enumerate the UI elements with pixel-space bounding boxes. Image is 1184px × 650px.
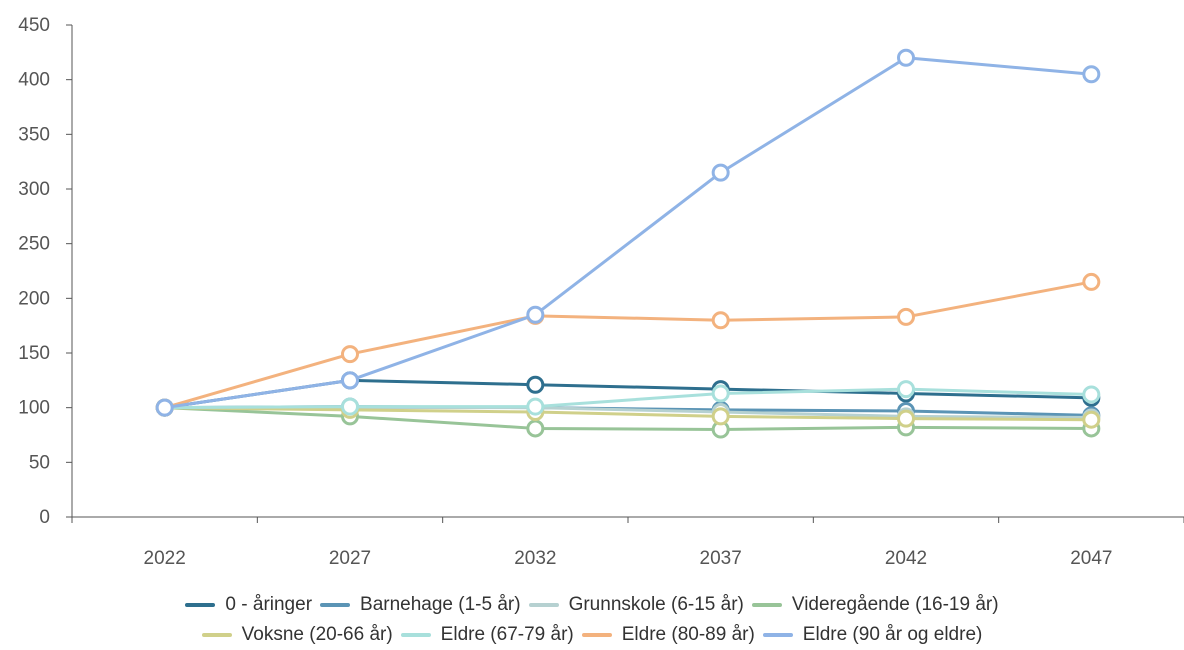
legend-label: Grunnskole (6-15 år): [568, 594, 744, 615]
legend-item[interactable]: Voksne (20-66 år): [201, 624, 393, 646]
data-point: [711, 311, 730, 330]
legend-label: Voksne (20-66 år): [241, 624, 393, 645]
x-tick-label: 2042: [885, 548, 927, 569]
x-tick-label: 2032: [514, 548, 556, 569]
series-line: [164, 280, 1092, 410]
legend-label: Videregående (16-19 år): [791, 594, 999, 615]
legend: 0 - åringer Barnehage (1-5 år) Grunnskol…: [0, 590, 1184, 650]
y-tick-label: 200: [18, 288, 50, 309]
legend-item[interactable]: Grunnskole (6-15 år): [528, 594, 744, 616]
x-tick-label: 2027: [329, 548, 371, 569]
data-point: [711, 384, 730, 403]
legend-swatch: [320, 603, 351, 607]
series-group: [155, 380, 1101, 417]
data-point: [1082, 65, 1101, 84]
y-tick-label: 0: [39, 507, 50, 528]
y-tick-label: 250: [18, 234, 50, 255]
legend-item[interactable]: Videregående (16-19 år): [751, 594, 999, 616]
data-point: [897, 48, 915, 67]
legend-swatch: [528, 603, 559, 607]
data-point: [897, 380, 915, 399]
legend-item[interactable]: Barnehage (1-5 år): [320, 594, 521, 616]
legend-item[interactable]: Eldre (67-79 år): [400, 624, 574, 646]
legend-row-1: 0 - åringer Barnehage (1-5 år) Grunnskol…: [0, 590, 1184, 620]
legend-swatch: [201, 633, 232, 637]
series-line: [164, 406, 1092, 422]
x-axis: 2022 2027 2032 2037 2042 2047: [71, 516, 1184, 569]
data-point: [897, 409, 915, 428]
y-axis: 0 50 100 150 200 250 300 350 400 450: [18, 15, 73, 528]
series-line: [164, 387, 1092, 410]
data-point: [341, 397, 359, 416]
legend-row-2: Voksne (20-66 år) Eldre (67-79 år) Eldre…: [0, 620, 1184, 650]
data-point: [526, 419, 545, 438]
data-point: [526, 397, 545, 416]
y-tick-label: 300: [18, 179, 50, 200]
data-point: [526, 305, 545, 324]
data-point: [1082, 385, 1101, 404]
data-point: [711, 163, 730, 182]
chart-plot-area: 0 50 100 150 200 250 300 350 400 450 2022 2027 2032…: [18, 15, 1184, 569]
legend-swatch: [581, 633, 612, 637]
data-point: [526, 375, 545, 394]
legend-label: Eldre (90 år og eldre): [802, 624, 983, 645]
y-tick-label: 400: [18, 70, 50, 91]
data-point: [1082, 272, 1101, 291]
x-tick-label: 2022: [144, 548, 186, 569]
series-layer: [155, 48, 1101, 439]
y-tick-label: 150: [18, 343, 50, 364]
series-group: [155, 48, 1101, 417]
legend-swatch: [185, 603, 216, 607]
legend-item[interactable]: 0 - åringer: [185, 594, 312, 616]
legend-label: Barnehage (1-5 år): [360, 594, 521, 615]
legend-swatch: [762, 633, 793, 637]
data-point: [897, 307, 915, 326]
data-point: [1082, 410, 1101, 429]
y-tick-label: 350: [18, 124, 50, 145]
data-point: [341, 345, 359, 364]
data-point: [711, 407, 730, 426]
data-point: [341, 371, 359, 390]
y-tick-label: 100: [18, 398, 50, 419]
legend-label: Eldre (67-79 år): [440, 624, 574, 645]
x-tick-label: 2037: [700, 548, 742, 569]
x-tick-label: 2047: [1070, 548, 1112, 569]
legend-label: 0 - åringer: [225, 594, 313, 615]
series-line: [164, 378, 1092, 410]
legend-swatch: [751, 603, 782, 607]
legend-item[interactable]: Eldre (90 år og eldre): [762, 624, 983, 646]
y-tick-label: 450: [18, 15, 50, 36]
legend-swatch: [400, 633, 431, 637]
legend-label: Eldre (80-89 år): [621, 624, 755, 645]
series-line: [164, 406, 1092, 432]
y-tick-label: 50: [29, 452, 50, 473]
series-line: [164, 56, 1092, 410]
legend-item[interactable]: Eldre (80-89 år): [581, 624, 755, 646]
data-point: [155, 398, 174, 417]
